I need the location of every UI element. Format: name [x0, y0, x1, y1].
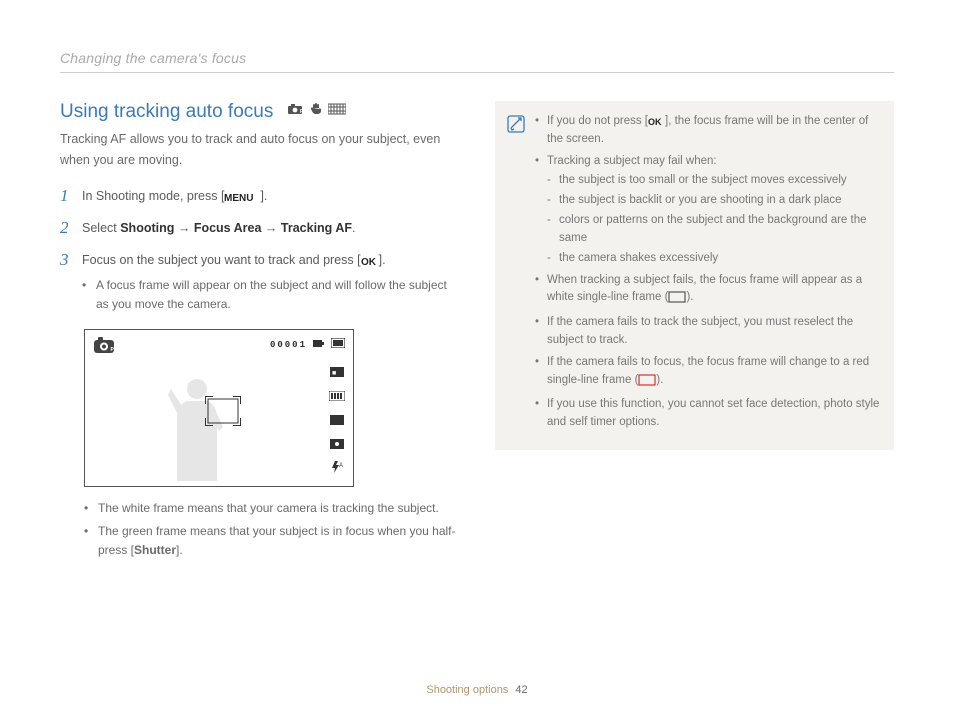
step-2: 2 Select Shooting → Focus Area → Trackin… [60, 218, 459, 238]
step-number: 3 [60, 250, 72, 317]
note-item: Tracking a subject may fail when: the su… [535, 153, 882, 268]
right-column: If you do not press [OK], the focus fram… [495, 101, 894, 563]
note-list: If you do not press [OK], the focus fram… [535, 113, 882, 436]
intro-text: Tracking AF allows you to track and auto… [60, 129, 459, 172]
step-text: Focus on the subject you want to track a… [82, 253, 361, 267]
quality-icon [329, 388, 345, 406]
battery-icon [313, 339, 325, 351]
note-icon [507, 115, 525, 436]
svg-text:OK: OK [361, 257, 377, 266]
page-number: 42 [515, 684, 527, 696]
section-header: Changing the camera's focus [60, 50, 894, 73]
heading-row: Using tracking auto focus P [60, 101, 459, 129]
lcd-preview: P 00001 ■ A [84, 329, 354, 487]
note-sub-item: the camera shakes excessively [547, 250, 882, 268]
flash-icon: A [330, 460, 344, 478]
manual-page: Changing the camera's focus Using tracki… [0, 0, 954, 720]
sub-bullet: A focus frame will appear on the subject… [82, 276, 459, 313]
svg-text:OK: OK [648, 117, 662, 126]
step-bold: Shooting [120, 221, 174, 235]
focus-frame-icon [205, 396, 241, 426]
step-number: 1 [60, 186, 72, 206]
note-item: If you use this function, you cannot set… [535, 396, 882, 432]
note-item: If the camera fails to focus, the focus … [535, 354, 882, 393]
svg-text:MENU: MENU [224, 193, 253, 202]
page-heading: Using tracking auto focus [60, 101, 273, 123]
lcd-right-indicators: ■ A [329, 364, 345, 478]
step-text: Select [82, 221, 120, 235]
card-icon [331, 338, 345, 351]
note-item: When tracking a subject fails, the focus… [535, 272, 882, 311]
after-lcd-bullets: The white frame means that your camera i… [84, 499, 459, 559]
step-sub-bullets: A focus frame will appear on the subject… [82, 276, 459, 313]
step-text: → [174, 221, 193, 235]
resolution-icon: ■ [330, 364, 344, 382]
bullet: The green frame means that your subject … [84, 522, 459, 559]
note-text: When tracking a subject fails, the focus… [547, 274, 862, 304]
svg-text:■: ■ [332, 370, 336, 377]
step-text: . [352, 221, 355, 235]
lcd-mode-icon: P [93, 336, 115, 359]
note-text: If the camera fails to focus, the focus … [547, 356, 869, 386]
iso-icon [330, 412, 344, 430]
step-text: In Shooting mode, press [ [82, 189, 224, 203]
footer-label: Shooting options [426, 684, 508, 696]
note-text: ). [686, 291, 693, 303]
step-bold: Focus Area [194, 221, 262, 235]
bullet-bold: Shutter [134, 543, 176, 557]
metering-icon [330, 436, 344, 454]
step-body: Focus on the subject you want to track a… [82, 250, 459, 317]
scene-icon [328, 102, 346, 120]
camera-p-icon: P [286, 102, 304, 120]
ok-label-icon: OK [648, 117, 665, 126]
step-body: In Shooting mode, press [MENU]. [82, 186, 459, 206]
step-3: 3 Focus on the subject you want to track… [60, 250, 459, 317]
note-sub-item: colors or patterns on the subject and th… [547, 212, 882, 248]
note-sub-item: the subject is too small or the subject … [547, 172, 882, 190]
step-number: 2 [60, 218, 72, 238]
note-text: If you do not press [ [547, 115, 648, 127]
step-text: → [261, 221, 280, 235]
svg-text:A: A [339, 463, 343, 469]
ok-label-icon: OK [361, 256, 379, 266]
red-frame-icon [638, 374, 656, 393]
subject-silhouette [157, 371, 237, 486]
note-box: If you do not press [OK], the focus fram… [495, 101, 894, 450]
hand-icon [310, 102, 322, 120]
white-frame-icon [668, 291, 686, 310]
page-footer: Shooting options 42 [0, 684, 954, 696]
two-column-layout: Using tracking auto focus P Tra [60, 101, 894, 563]
step-body: Select Shooting → Focus Area → Tracking … [82, 218, 459, 238]
note-sub-item: the subject is backlit or you are shooti… [547, 192, 882, 210]
steps-list: 1 In Shooting mode, press [MENU]. 2 Sele… [60, 186, 459, 318]
left-column: Using tracking auto focus P Tra [60, 101, 459, 563]
step-text: ]. [379, 253, 386, 267]
step-text: ]. [260, 189, 267, 203]
lcd-counter: 00001 [270, 340, 307, 350]
bullet: The white frame means that your camera i… [84, 499, 459, 518]
menu-label-icon: MENU [224, 192, 260, 202]
lcd-top-right: 00001 [270, 338, 345, 351]
note-text: ). [656, 374, 663, 386]
step-bold: Tracking AF [281, 221, 352, 235]
svg-text:P: P [300, 109, 304, 115]
note-item: If the camera fails to track the subject… [535, 314, 882, 350]
note-item: If you do not press [OK], the focus fram… [535, 113, 882, 149]
mode-icons: P [286, 102, 346, 120]
bullet-text: ]. [176, 543, 183, 557]
note-sub-list: the subject is too small or the subject … [547, 172, 882, 267]
note-text: Tracking a subject may fail when: [547, 155, 717, 167]
step-1: 1 In Shooting mode, press [MENU]. [60, 186, 459, 206]
